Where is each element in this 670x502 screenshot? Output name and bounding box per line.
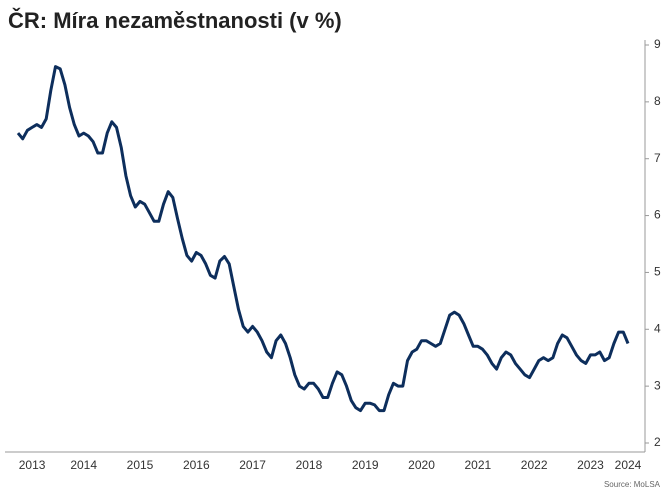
x-tick-label: 2016: [183, 458, 210, 472]
x-tick-label: 2018: [296, 458, 323, 472]
y-tick-label: 2: [654, 435, 661, 449]
y-tick-label: 5: [654, 265, 661, 279]
x-tick-label: 2014: [70, 458, 97, 472]
y-tick-label: 3: [654, 378, 661, 392]
x-tick-label: 2023: [577, 458, 604, 472]
chart-title: ČR: Míra nezaměstnanosti (v %): [8, 8, 342, 33]
x-tick-label: 2024: [615, 458, 642, 472]
y-tick-label: 6: [654, 208, 661, 222]
x-tick-label: 2019: [352, 458, 379, 472]
x-tick-label: 2022: [521, 458, 548, 472]
line: [16, 65, 630, 413]
y-tick-label: 8: [654, 94, 661, 108]
x-tick-label: 2015: [127, 458, 154, 472]
x-tick-label: 2013: [19, 458, 46, 472]
x-tick-label: 2017: [239, 458, 266, 472]
y-tick-label: 4: [654, 321, 661, 335]
y-tick-label: 9: [654, 37, 661, 51]
x-tick-label: 2021: [464, 458, 491, 472]
source: Source: MoLSA: [604, 480, 661, 489]
y-tick-label: 7: [654, 151, 661, 165]
x-tick-label: 2020: [408, 458, 435, 472]
